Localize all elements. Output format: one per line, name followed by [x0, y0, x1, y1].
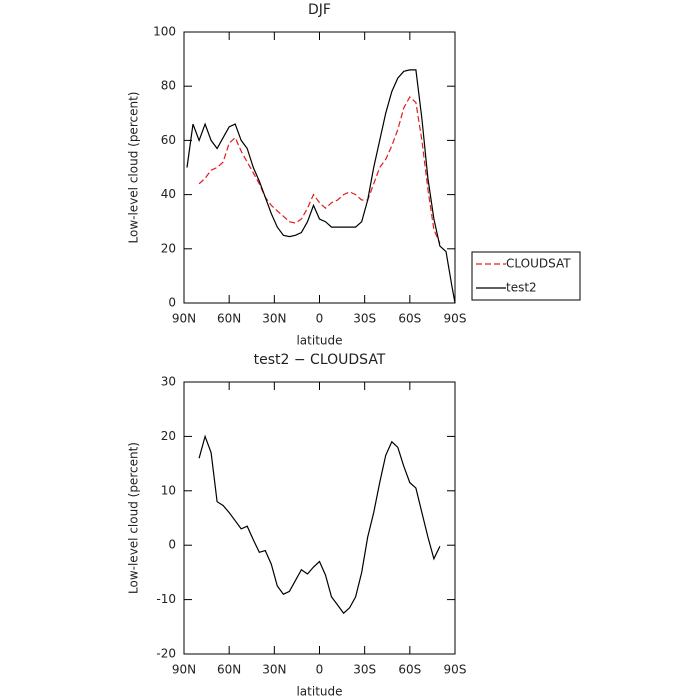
- x-tick-label: 90N: [172, 663, 196, 677]
- x-tick-label: 0: [316, 663, 324, 677]
- legend-label: CLOUDSAT: [506, 257, 571, 271]
- data-line: [198, 434, 441, 615]
- y-tick-label: 0: [168, 538, 176, 552]
- data-line: [198, 96, 441, 244]
- y-tick-label: 100: [153, 25, 176, 39]
- y-tick-label: -20: [156, 647, 176, 661]
- x-tick-label: 30S: [353, 312, 376, 326]
- x-tick-label: 0: [316, 312, 324, 326]
- x-tick-label: 60S: [398, 312, 421, 326]
- chart-title: test2 − CLOUDSAT: [254, 352, 386, 368]
- legend-label: test2: [506, 281, 537, 295]
- y-tick-label: 30: [161, 375, 176, 389]
- legend-box: [471, 251, 581, 301]
- x-tick-label: 30N: [262, 312, 286, 326]
- x-tick-label: 60S: [398, 663, 421, 677]
- x-tick-label: 30S: [353, 663, 376, 677]
- y-tick-label: 0: [168, 296, 176, 310]
- y-axis-label: Low-level cloud (percent): [127, 92, 141, 244]
- plot-frame: [183, 381, 456, 655]
- y-tick-label: 10: [161, 483, 176, 497]
- data-line: [186, 69, 456, 304]
- x-tick-label: 90S: [444, 312, 467, 326]
- y-tick-label: 80: [161, 79, 176, 93]
- x-axis-label: latitude: [296, 685, 342, 699]
- x-axis-label: latitude: [296, 334, 342, 348]
- y-tick-label: 20: [161, 429, 176, 443]
- y-tick-label: -10: [156, 592, 176, 606]
- chart-title: DJF: [308, 2, 331, 18]
- x-tick-label: 90S: [444, 663, 467, 677]
- y-tick-label: 60: [161, 133, 176, 147]
- x-tick-label: 90N: [172, 312, 196, 326]
- x-tick-label: 60N: [217, 312, 241, 326]
- y-tick-label: 40: [161, 187, 176, 201]
- plot-frame: [183, 31, 456, 304]
- x-tick-label: 60N: [217, 663, 241, 677]
- x-tick-label: 30N: [262, 663, 286, 677]
- y-axis-label: Low-level cloud (percent): [127, 442, 141, 594]
- y-tick-label: 20: [161, 241, 176, 255]
